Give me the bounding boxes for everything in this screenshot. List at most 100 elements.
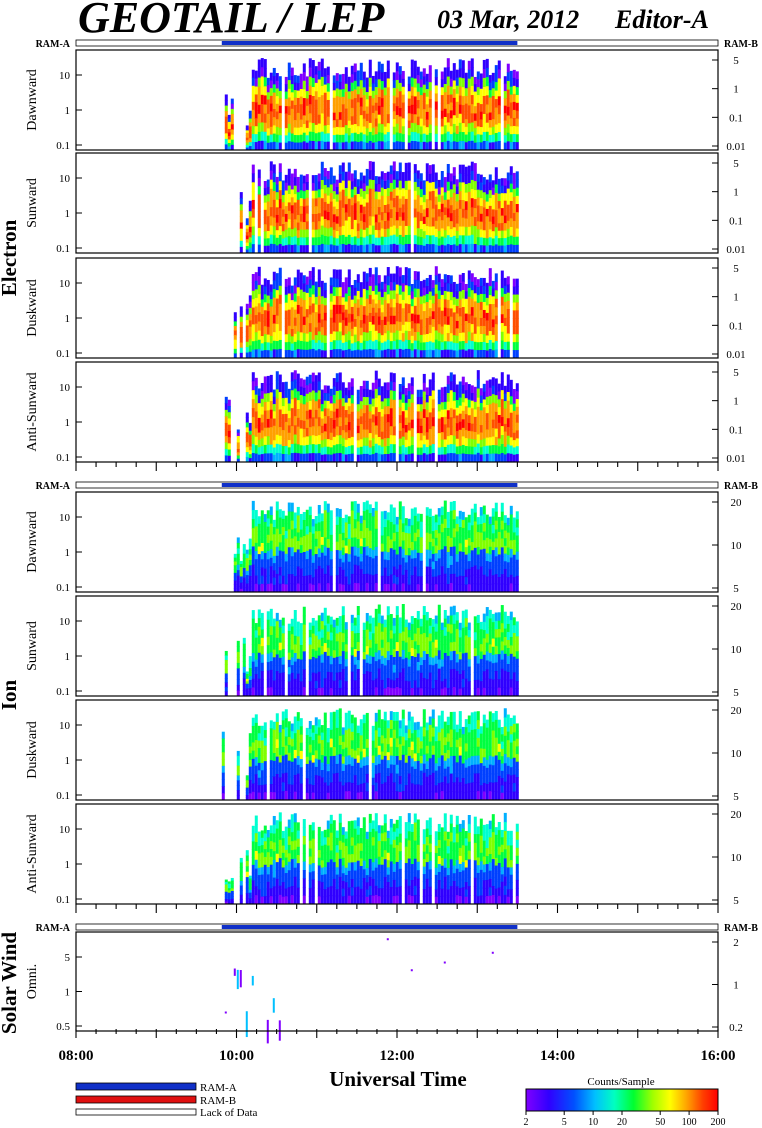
spectrogram-cell — [347, 76, 351, 85]
spectrogram-cell — [488, 420, 492, 430]
spectrogram-cell — [512, 141, 516, 151]
spectrogram-cell — [395, 524, 399, 533]
spectrogram-cell — [383, 229, 387, 238]
spectrogram-cell — [428, 445, 432, 455]
spectrogram-cell — [371, 127, 375, 136]
spectrogram-cell — [461, 60, 465, 70]
spectrogram-cell — [392, 524, 396, 534]
spectrogram-cell — [260, 140, 264, 151]
spectrogram-cell — [341, 430, 345, 439]
spectrogram-cell — [446, 444, 450, 454]
spectrogram-cell — [287, 502, 291, 512]
spectrogram-cell — [374, 443, 378, 454]
spectrogram-cell — [479, 142, 483, 151]
spectrogram-cell — [278, 542, 282, 552]
spectrogram-cell — [317, 583, 321, 593]
spectrogram-cell — [470, 341, 474, 351]
spectrogram-cell — [416, 83, 420, 93]
spectrogram-cell — [398, 438, 402, 447]
spectrogram-cell — [353, 228, 357, 237]
spectrogram-cell — [404, 410, 408, 419]
spectrogram-cell — [353, 342, 357, 351]
spectrogram-cell — [473, 217, 477, 227]
spectrogram-cell — [452, 192, 456, 203]
spectrogram-cell — [407, 304, 411, 314]
spectrogram-cell — [377, 245, 381, 254]
spectrogram-cell — [365, 518, 369, 529]
spectrogram-cell — [458, 122, 462, 133]
spectrogram-cell — [365, 662, 369, 672]
spectrogram-cell — [389, 332, 393, 342]
spectrogram-cell — [272, 133, 276, 143]
spectrogram-cell — [428, 324, 432, 334]
spectrogram-cell — [356, 299, 360, 309]
spectrogram-cell — [482, 140, 486, 151]
spectrogram-cell — [302, 106, 306, 116]
spectrogram-cell — [491, 180, 495, 189]
spectrogram-cell — [302, 519, 306, 529]
spectrogram-cell — [509, 505, 513, 515]
spectrogram-cell — [473, 172, 477, 182]
spectrogram-cell — [275, 501, 279, 512]
spectrogram-cell — [263, 560, 267, 570]
spectrogram-cell — [461, 583, 465, 593]
spectrogram-cell — [467, 200, 471, 210]
spectrogram-cell — [482, 131, 486, 142]
spectrogram-cell — [230, 114, 234, 120]
spectrogram-cell — [347, 561, 351, 570]
spectrogram-cell — [395, 275, 399, 286]
spectrogram-cell — [512, 244, 516, 254]
spectrogram-cell — [251, 564, 255, 575]
spectrogram-cell — [278, 619, 282, 628]
spectrogram-cell — [314, 327, 318, 336]
spectrogram-cell — [248, 688, 252, 693]
spectrogram-cell — [422, 109, 426, 118]
spectrogram-cell — [347, 142, 351, 151]
spectrogram-cell — [512, 410, 516, 419]
spectrogram-cell — [344, 187, 348, 197]
spectrogram-cell — [380, 212, 384, 221]
spectrogram-cell — [443, 133, 447, 143]
spectrogram-cell — [467, 584, 471, 593]
spectrogram-cell — [488, 142, 492, 151]
spectrogram-cell — [401, 333, 405, 342]
spectrogram-cell — [464, 406, 468, 415]
spectrogram-cell — [461, 427, 465, 437]
spectrogram-cell — [353, 334, 357, 343]
spectrogram-cell — [275, 290, 279, 300]
spectrogram-cell — [353, 141, 357, 151]
spectrogram-cell — [368, 234, 372, 245]
spectrogram-cell — [452, 115, 456, 125]
spectrogram-cell — [263, 195, 267, 204]
spectrogram-cell — [335, 296, 339, 306]
spectrogram-cell — [269, 506, 273, 516]
spectrogram-cell — [368, 285, 372, 296]
spectrogram-cell — [338, 244, 342, 254]
spectrogram-cell — [431, 199, 435, 210]
spectrogram-cell — [248, 438, 252, 443]
spectrogram-cell — [467, 415, 471, 424]
spectrogram-cell — [326, 512, 330, 522]
spectrogram-cell — [437, 516, 441, 526]
spectrogram-cell — [362, 565, 366, 575]
spectrogram-cell — [299, 644, 303, 653]
spectrogram-cell — [506, 196, 510, 206]
spectrogram-cell — [311, 641, 315, 650]
spectrogram-cell — [416, 133, 420, 143]
spectrogram-cell — [509, 126, 513, 135]
spectrogram-cell — [509, 583, 513, 593]
spectrogram-cell — [350, 197, 354, 206]
spectrogram-cell — [245, 330, 249, 337]
spectrogram-cell — [506, 80, 510, 91]
spectrogram-cell — [452, 400, 456, 410]
spectrogram-cell — [233, 335, 237, 341]
spectrogram-cell — [398, 399, 402, 408]
spectrogram-cell — [398, 454, 402, 463]
spectrogram-cell — [314, 444, 318, 454]
spectrogram-cell — [257, 312, 261, 323]
spectrogram-cell — [452, 167, 456, 177]
spectrogram-cell — [275, 434, 279, 445]
spectrogram-cell — [455, 77, 459, 87]
spectrogram-cell — [452, 244, 456, 254]
spectrogram-cell — [323, 408, 327, 417]
